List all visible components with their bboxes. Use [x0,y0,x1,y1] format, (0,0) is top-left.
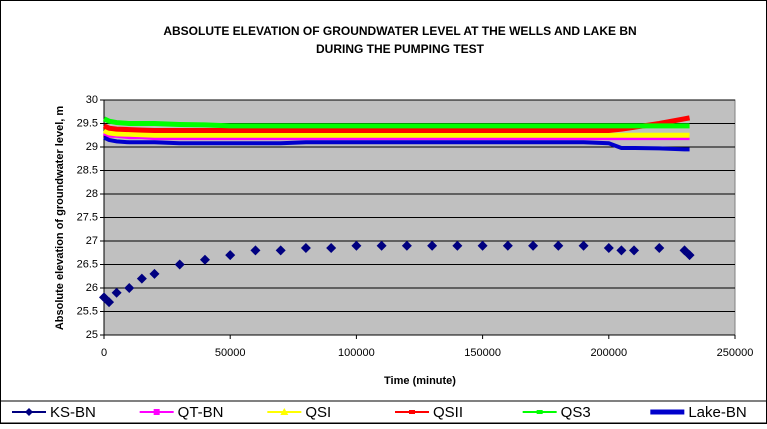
data-point [174,259,185,270]
data-point [199,254,210,265]
data-line [102,116,690,129]
x-axis-title: Time (minute) [384,375,456,387]
data-point [654,243,665,254]
data-point [225,250,236,261]
legend-label: QSII [433,404,463,421]
x-tick-label: 250000 [717,347,754,359]
legend-marker [409,410,415,414]
y-tick-label: 25 [86,329,98,341]
data-point [136,273,147,284]
y-tick-label: 30 [86,94,98,106]
y-tick-label: 25.5 [77,305,98,317]
legend-label: KS-BN [50,404,96,421]
data-point [502,240,513,251]
chart-title: ABSOLUTE ELEVATION OF GROUNDWATER LEVEL … [163,24,636,38]
data-point [553,240,564,251]
legend-label: Lake-BN [688,404,746,421]
data-point [300,243,311,254]
data-point [427,240,438,251]
data-point [477,240,488,251]
legend-label: QS3 [561,404,591,421]
data-point [351,240,362,251]
y-tick-label: 27 [86,235,98,247]
x-tick-label: 200000 [590,347,627,359]
data-point [629,245,640,256]
data-point [401,240,412,251]
legend-marker [280,408,289,415]
x-tick-label: 50000 [215,347,246,359]
data-point [376,240,387,251]
y-tick-label: 26.5 [77,258,98,270]
data-point [603,243,614,254]
y-tick-label: 26 [86,282,98,294]
chart-subtitle: DURING THE PUMPING TEST [316,42,485,56]
y-tick-label: 27.5 [77,211,98,223]
y-tick-label: 28.5 [77,164,98,176]
y-tick-label: 29.5 [77,117,98,129]
legend-label: QSI [305,404,331,421]
x-tick-label: 150000 [464,347,501,359]
data-point [111,287,122,298]
data-point [104,297,115,308]
x-tick-label: 0 [101,347,107,359]
data-point [684,250,695,261]
legend-marker [153,409,160,415]
legend-marker [25,408,33,416]
x-tick-label: 100000 [338,347,375,359]
legend-marker [536,410,543,414]
data-point [275,245,286,256]
legend-label: QT-BN [178,404,224,421]
data-point [124,283,135,293]
y-tick-label: 28 [86,188,98,200]
data-point [578,240,589,251]
data-line [102,128,690,138]
data-line [103,135,690,152]
data-point [528,240,539,251]
data-line [102,115,691,134]
data-point [452,240,463,251]
data-point [326,243,337,254]
data-point [250,245,261,256]
data-point [616,245,627,256]
data-point [149,268,160,279]
y-axis-title: Absolute elevation of groundwater level,… [54,106,66,331]
legend: KS-BN QT-BN QSI QSII QS3 Lake-BN [0,400,767,424]
y-tick-label: 29 [86,141,98,153]
